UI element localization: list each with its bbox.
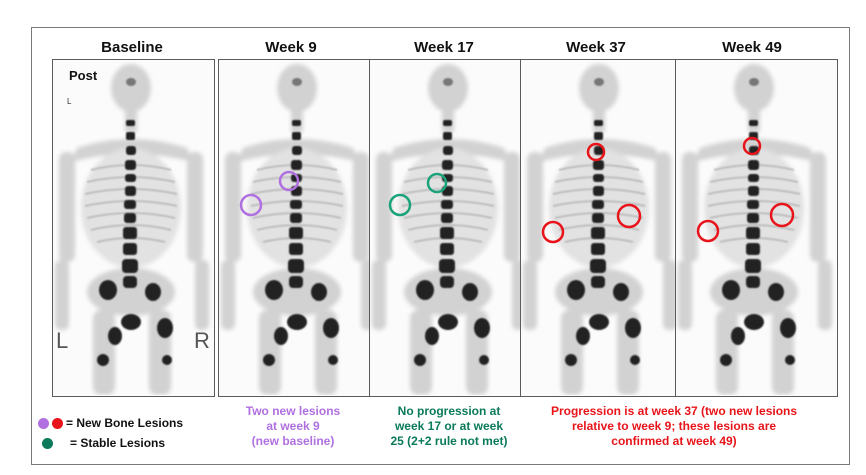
legend-new-lesions: = New Bone Lesions <box>38 416 183 430</box>
legend-stable-lesions-label: = Stable Lesions <box>70 436 166 450</box>
figure-frame <box>31 27 850 465</box>
caption-line: at week 9 <box>266 419 320 433</box>
stable-lesion-circle <box>426 172 448 194</box>
caption-week17: No progression at week 17 or at week 25 … <box>369 404 529 449</box>
new-lesion-circle <box>278 170 300 192</box>
caption-line: week 17 or at week <box>394 419 504 433</box>
bone-scan-image <box>521 60 681 395</box>
column-title-week17: Week 17 <box>414 39 474 56</box>
column-title-week9: Week 9 <box>265 39 317 56</box>
legend-new-lesions-label: = New Bone Lesions <box>66 416 184 430</box>
scan-panel-week49 <box>675 59 838 397</box>
green-dot-icon <box>42 437 53 449</box>
stable-lesion-circle <box>388 193 412 217</box>
caption-line: Progression is at week 37 (two new lesio… <box>550 404 798 418</box>
new-lesion-circle <box>769 202 795 228</box>
bone-scan-image <box>370 60 530 395</box>
legend-stable-lesions: = Stable Lesions <box>38 436 165 450</box>
bone-scan-image <box>53 60 213 395</box>
view-label: Post <box>69 68 98 83</box>
new-lesion-circle <box>696 219 720 243</box>
small-marker: L <box>67 97 72 106</box>
scan-panel-week17 <box>369 59 532 397</box>
caption-week9: Two new lesions at week 9 (new baseline) <box>223 404 363 449</box>
scan-panel-week9 <box>218 59 381 397</box>
column-title-week49: Week 49 <box>722 39 782 56</box>
new-lesion-circle <box>239 193 263 217</box>
caption-line: No progression at <box>397 404 501 418</box>
bone-scan-image <box>676 60 836 395</box>
new-lesion-circle <box>541 220 565 244</box>
right-side-label: R <box>194 328 210 353</box>
caption-line: (new baseline) <box>251 434 335 448</box>
scan-panel-week37 <box>520 59 683 397</box>
column-title-baseline: Baseline <box>101 39 163 56</box>
caption-line: confirmed at week 49) <box>611 434 737 448</box>
red-dot-icon <box>52 417 63 429</box>
purple-dot-icon <box>38 417 49 429</box>
caption-line: 25 (2+2 rule not met) <box>390 434 508 448</box>
new-lesion-circle <box>586 142 606 162</box>
scan-panel-baseline: Post L L R <box>52 59 215 397</box>
left-side-label: L <box>56 328 69 353</box>
bone-scan-image <box>219 60 379 395</box>
caption-line: relative to week 9; these lesions are <box>571 419 777 433</box>
column-title-week37: Week 37 <box>566 39 626 56</box>
caption-week37-49: Progression is at week 37 (two new lesio… <box>522 404 826 449</box>
new-lesion-circle <box>616 203 642 229</box>
caption-line: Two new lesions <box>245 404 341 418</box>
new-lesion-circle <box>742 136 762 156</box>
